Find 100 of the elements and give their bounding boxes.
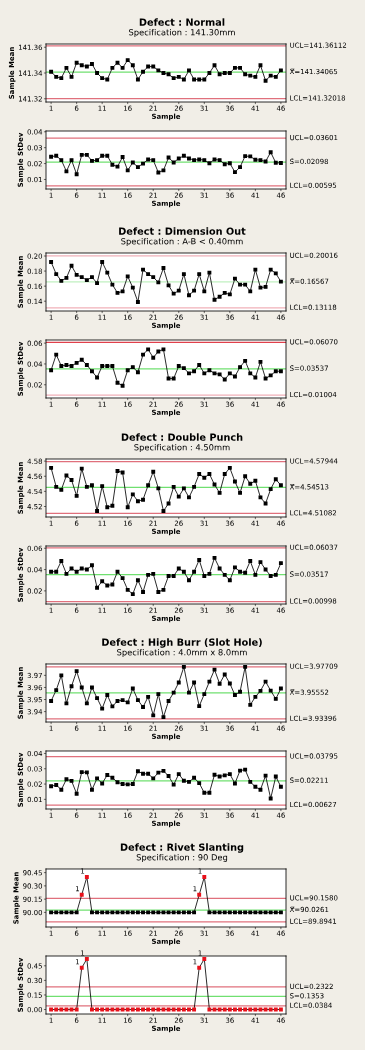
point	[227, 71, 232, 75]
point	[100, 484, 105, 489]
point	[202, 790, 207, 795]
point	[59, 910, 64, 915]
point	[135, 698, 140, 703]
point	[146, 347, 151, 352]
point	[278, 160, 283, 165]
chart-title: Defect : Normal	[139, 18, 225, 26]
point	[120, 155, 125, 160]
point	[74, 791, 79, 796]
point	[69, 684, 74, 689]
point	[207, 368, 212, 373]
point	[197, 781, 202, 786]
point	[74, 669, 79, 674]
point	[171, 910, 176, 915]
point	[253, 157, 258, 162]
point	[90, 787, 94, 792]
point	[64, 473, 69, 478]
point	[273, 774, 278, 779]
point	[64, 777, 69, 782]
point	[181, 778, 186, 783]
point	[273, 369, 278, 374]
point	[273, 74, 278, 79]
point	[243, 72, 248, 77]
point	[161, 168, 166, 173]
point	[166, 574, 171, 578]
point	[110, 1007, 115, 1012]
point	[110, 910, 115, 915]
point	[263, 679, 268, 684]
point	[135, 165, 140, 170]
point	[238, 165, 242, 170]
point	[110, 162, 115, 167]
point	[217, 372, 222, 377]
point	[74, 272, 79, 277]
point	[79, 152, 84, 157]
point	[278, 483, 283, 488]
point	[69, 478, 74, 482]
point	[238, 1007, 242, 1012]
point	[146, 572, 151, 577]
point	[74, 360, 79, 365]
point	[141, 771, 145, 776]
point	[151, 355, 156, 360]
point	[212, 772, 217, 777]
point	[278, 686, 283, 691]
point	[263, 501, 268, 506]
point	[258, 63, 263, 68]
point	[187, 690, 191, 695]
point	[222, 162, 227, 167]
point	[74, 60, 79, 65]
point	[100, 781, 105, 786]
point	[222, 1007, 227, 1012]
point	[110, 775, 115, 780]
point	[197, 892, 202, 897]
point	[54, 910, 59, 915]
point	[156, 170, 161, 175]
point	[243, 474, 248, 479]
point	[105, 773, 110, 777]
point	[187, 371, 191, 376]
point	[171, 160, 176, 165]
point	[105, 77, 110, 82]
line-series	[49, 664, 283, 720]
point	[238, 569, 242, 574]
point	[59, 487, 64, 492]
point	[84, 567, 89, 572]
point	[110, 704, 115, 709]
point	[151, 158, 156, 163]
point	[258, 560, 263, 565]
point	[253, 375, 258, 380]
point	[84, 770, 89, 775]
point	[238, 65, 242, 70]
point	[64, 275, 69, 280]
point	[54, 272, 59, 277]
point	[217, 774, 222, 779]
point	[130, 782, 135, 787]
point	[146, 910, 151, 915]
point	[49, 260, 54, 264]
point	[54, 569, 59, 574]
chart-subtitle: Specification : 4.50mm	[134, 443, 230, 453]
point	[115, 469, 120, 473]
point	[232, 276, 237, 281]
point	[95, 585, 100, 590]
point	[115, 569, 120, 574]
point	[151, 713, 156, 718]
point	[212, 555, 217, 560]
point	[79, 357, 84, 362]
point	[197, 157, 202, 162]
point	[181, 272, 186, 277]
point	[227, 465, 232, 470]
point	[69, 910, 74, 915]
point	[187, 1007, 191, 1012]
point	[161, 347, 166, 352]
point	[95, 696, 100, 701]
point	[176, 1007, 181, 1012]
point	[79, 466, 84, 471]
point	[227, 292, 232, 297]
point	[197, 558, 202, 562]
point	[110, 503, 115, 508]
point	[156, 590, 161, 594]
point	[222, 377, 227, 382]
point	[243, 282, 248, 287]
